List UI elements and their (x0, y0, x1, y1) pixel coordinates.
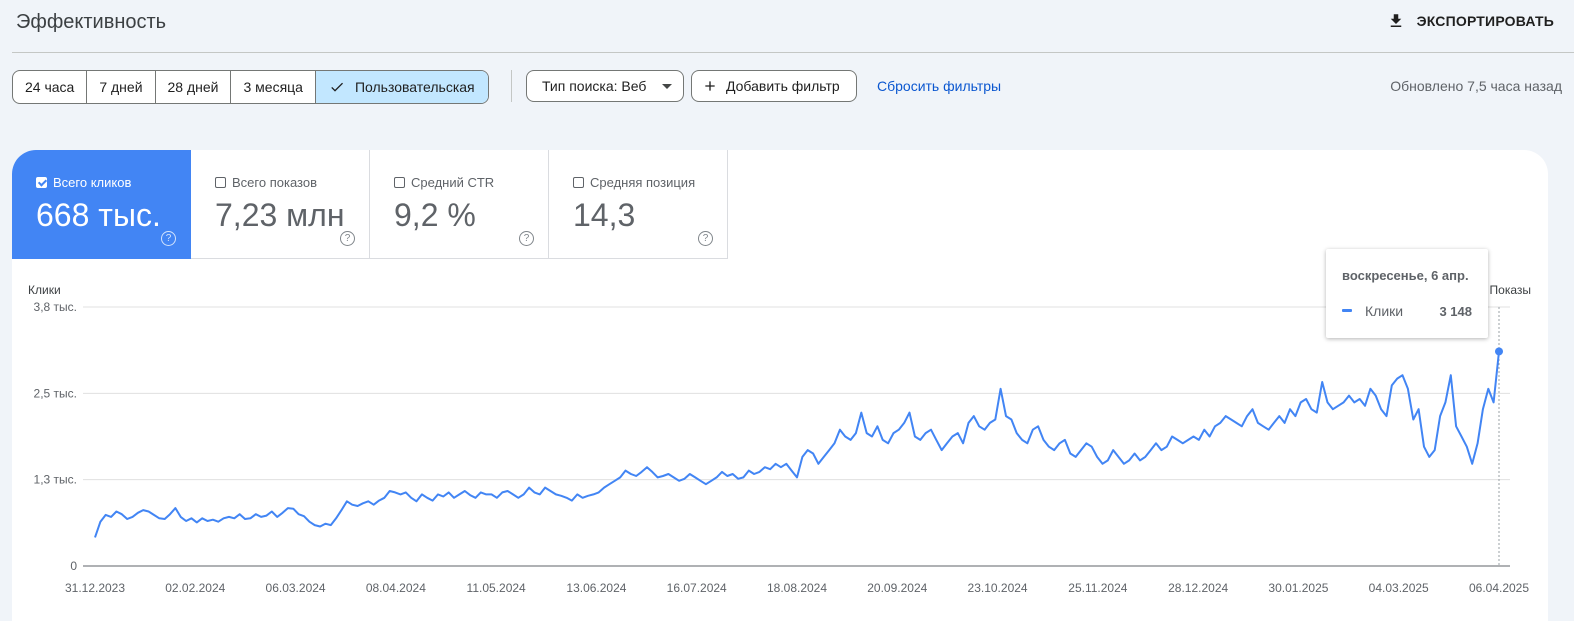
metric-clicks-checkbox[interactable] (36, 177, 47, 188)
performance-card: Всего кликов 668 тыс. ? Всего показов 7,… (12, 150, 1548, 621)
tooltip-date: воскресенье, 6 апр. (1342, 268, 1469, 283)
tooltip-series-marker (1342, 309, 1352, 312)
metric-position-card[interactable]: Средняя позиция 14,3 ? (549, 150, 728, 259)
range-24h-button[interactable]: 24 часа (13, 71, 88, 103)
updated-status: Обновлено 7,5 часа назад (1390, 78, 1562, 94)
metric-clicks-label: Всего кликов (53, 175, 132, 190)
search-type-label: Тип поиска: Веб (542, 78, 647, 94)
x-tick-label: 23.10.2024 (968, 581, 1028, 595)
range-3m-button[interactable]: 3 месяца (231, 71, 316, 103)
x-tick-label: 18.08.2024 (767, 581, 827, 595)
date-range-group: 24 часа 7 дней 28 дней 3 месяца Пользова… (12, 70, 489, 104)
metric-position-label: Средняя позиция (590, 175, 696, 190)
range-3m-label: 3 месяца (243, 79, 303, 95)
x-tick-label: 28.12.2024 (1168, 581, 1228, 595)
metric-impressions-checkbox[interactable] (215, 177, 226, 188)
add-filter-label: Добавить фильтр (726, 78, 840, 94)
metric-ctr-checkbox[interactable] (394, 177, 405, 188)
x-tick-label: 13.06.2024 (566, 581, 626, 595)
y2-axis-label: Показы (1490, 283, 1531, 297)
x-tick-label: 31.12.2023 (65, 581, 125, 595)
check-icon (331, 82, 343, 92)
metric-clicks-header: Всего кликов (36, 175, 131, 190)
metric-position-checkbox[interactable] (573, 177, 584, 188)
help-icon[interactable]: ? (519, 231, 534, 246)
download-icon (1390, 14, 1401, 27)
x-tick-label: 30.01.2025 (1268, 581, 1328, 595)
reset-filters-link[interactable]: Сбросить фильтры (877, 78, 1002, 94)
metric-ctr-header: Средний CTR (394, 175, 494, 190)
hover-point (1495, 347, 1503, 356)
range-24h-label: 24 часа (25, 79, 75, 95)
range-custom-label: Пользовательская (354, 79, 475, 95)
x-tick-label: 20.09.2024 (867, 581, 927, 595)
chart-tooltip: воскресенье, 6 апр. Клики 3 148 (1326, 249, 1488, 338)
y-tick-label: 1,3 тыс. (34, 473, 77, 487)
range-28d-label: 28 дней (167, 79, 219, 95)
metric-impressions-card[interactable]: Всего показов 7,23 млн ? (191, 150, 370, 259)
x-tick-label: 06.03.2024 (266, 581, 326, 595)
page-title: Эффективность (16, 11, 167, 33)
help-icon[interactable]: ? (698, 231, 713, 246)
tooltip-series-name: Клики (1365, 303, 1404, 319)
dropdown-arrow-icon (662, 83, 673, 89)
metric-impressions-label: Всего показов (232, 175, 317, 190)
metric-ctr-label: Средний CTR (411, 175, 495, 190)
add-filter-button[interactable]: Добавить фильтр (691, 70, 857, 102)
metric-ctr-card[interactable]: Средний CTR 9,2 % ? (370, 150, 549, 259)
metric-clicks-card[interactable]: Всего кликов 668 тыс. ? (12, 150, 191, 259)
help-icon[interactable]: ? (340, 231, 355, 246)
metric-position-value: 14,3 (573, 197, 636, 233)
x-tick-label: 02.02.2024 (165, 581, 225, 595)
x-tick-label: 16.07.2024 (667, 581, 727, 595)
search-type-dropdown[interactable]: Тип поиска: Веб (526, 70, 684, 102)
x-tick-label: 04.03.2025 (1369, 581, 1429, 595)
clicks-series-line (94, 351, 1500, 538)
metric-impressions-header: Всего показов (215, 175, 317, 190)
x-tick-label: 06.04.2025 (1469, 581, 1529, 595)
range-7d-button[interactable]: 7 дней (87, 71, 156, 103)
x-tick-label: 08.04.2024 (366, 581, 426, 595)
plus-icon (705, 81, 715, 91)
toolbar-separator (511, 70, 512, 102)
tooltip-value: 3 148 (1439, 304, 1472, 319)
metric-clicks-value: 668 тыс. (36, 197, 161, 233)
metric-position-header: Средняя позиция (573, 175, 695, 190)
x-tick-label: 25.11.2024 (1068, 581, 1127, 595)
x-tick-label: 11.05.2024 (467, 581, 526, 595)
help-icon[interactable]: ? (161, 231, 176, 246)
header-divider (12, 52, 1574, 53)
range-7d-label: 7 дней (99, 79, 143, 95)
range-custom-button[interactable]: Пользовательская (315, 71, 488, 103)
y-tick-label: 3,8 тыс. (34, 300, 77, 314)
export-button[interactable]: ЭКСПОРТИРОВАТЬ (1387, 12, 1554, 30)
metric-ctr-value: 9,2 % (394, 197, 476, 233)
metric-impressions-value: 7,23 млн (215, 197, 345, 233)
range-28d-button[interactable]: 28 дней (156, 71, 232, 103)
y-tick-label: 0 (70, 559, 77, 573)
y-axis-label: Клики (28, 283, 61, 297)
export-label: ЭКСПОРТИРОВАТЬ (1416, 13, 1554, 29)
y-tick-label: 2,5 тыс. (34, 386, 77, 400)
